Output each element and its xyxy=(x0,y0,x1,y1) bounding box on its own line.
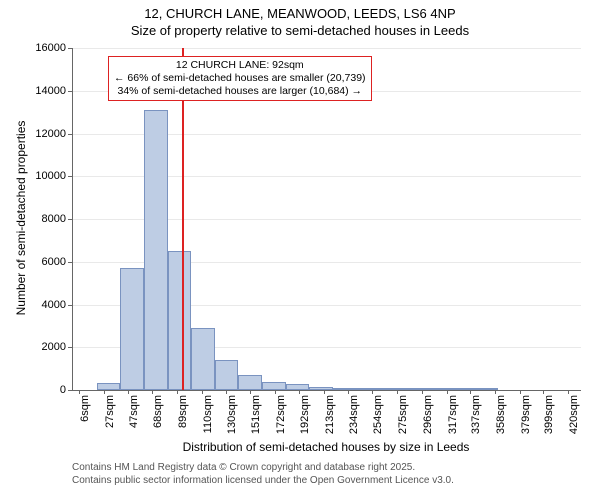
histogram-bar xyxy=(404,388,428,390)
x-tick-label: 110sqm xyxy=(202,395,214,445)
x-tick-label: 420sqm xyxy=(568,395,580,445)
x-tick-label: 172sqm xyxy=(275,395,287,445)
x-tick-mark xyxy=(397,390,398,394)
title-line-2: Size of property relative to semi-detach… xyxy=(0,23,600,40)
x-tick-label: 317sqm xyxy=(447,395,459,445)
footer-attribution: Contains HM Land Registry data © Crown c… xyxy=(72,462,454,487)
x-tick-label: 151sqm xyxy=(250,395,262,445)
chart-title: 12, CHURCH LANE, MEANWOOD, LEEDS, LS6 4N… xyxy=(0,0,600,40)
annotation-line-2: ← 66% of semi-detached houses are smalle… xyxy=(114,72,366,85)
footer-line-2: Contains public sector information licen… xyxy=(72,475,454,488)
x-axis-label: Distribution of semi-detached houses by … xyxy=(72,440,580,454)
histogram-bar xyxy=(215,360,239,390)
y-tick-label: 16000 xyxy=(16,42,66,54)
x-tick-mark xyxy=(447,390,448,394)
x-tick-mark xyxy=(470,390,471,394)
x-tick-mark xyxy=(299,390,300,394)
x-tick-label: 192sqm xyxy=(299,395,311,445)
x-tick-mark xyxy=(152,390,153,394)
histogram-bar xyxy=(286,384,310,390)
x-tick-mark xyxy=(202,390,203,394)
x-tick-mark xyxy=(226,390,227,394)
y-tick-label: 14000 xyxy=(16,85,66,97)
x-tick-label: 275sqm xyxy=(397,395,409,445)
histogram-bar xyxy=(262,382,286,390)
x-tick-mark xyxy=(250,390,251,394)
y-tick-label: 12000 xyxy=(16,128,66,140)
x-tick-mark xyxy=(275,390,276,394)
x-tick-mark xyxy=(177,390,178,394)
x-tick-mark xyxy=(568,390,569,394)
gridline xyxy=(73,48,581,49)
x-tick-mark xyxy=(104,390,105,394)
histogram-bar xyxy=(120,268,144,390)
x-tick-label: 6sqm xyxy=(79,395,91,445)
x-tick-mark xyxy=(422,390,423,394)
footer-line-1: Contains HM Land Registry data © Crown c… xyxy=(72,462,454,475)
histogram-bar xyxy=(144,110,168,390)
x-tick-label: 27sqm xyxy=(104,395,116,445)
x-tick-mark xyxy=(372,390,373,394)
x-tick-mark xyxy=(128,390,129,394)
x-tick-mark xyxy=(543,390,544,394)
histogram-bar xyxy=(380,388,404,390)
y-tick-label: 4000 xyxy=(16,299,66,311)
x-tick-mark xyxy=(495,390,496,394)
x-tick-mark xyxy=(79,390,80,394)
annotation-line-3: 34% of semi-detached houses are larger (… xyxy=(114,85,366,98)
x-tick-mark xyxy=(520,390,521,394)
x-tick-label: 213sqm xyxy=(324,395,336,445)
x-tick-label: 47sqm xyxy=(128,395,140,445)
x-tick-label: 89sqm xyxy=(177,395,189,445)
y-tick-label: 0 xyxy=(16,384,66,396)
y-tick-label: 6000 xyxy=(16,256,66,268)
histogram-bar xyxy=(333,388,357,390)
histogram-bar xyxy=(238,375,262,390)
histogram-bar xyxy=(309,387,333,390)
x-tick-label: 234sqm xyxy=(348,395,360,445)
histogram-bar xyxy=(357,388,381,390)
title-line-1: 12, CHURCH LANE, MEANWOOD, LEEDS, LS6 4N… xyxy=(0,6,600,23)
y-tick-label: 8000 xyxy=(16,213,66,225)
x-tick-label: 254sqm xyxy=(372,395,384,445)
x-tick-label: 296sqm xyxy=(422,395,434,445)
annotation-line-1: 12 CHURCH LANE: 92sqm xyxy=(114,59,366,72)
x-tick-label: 68sqm xyxy=(152,395,164,445)
x-tick-mark xyxy=(324,390,325,394)
histogram-bar xyxy=(97,383,121,390)
x-tick-label: 399sqm xyxy=(543,395,555,445)
x-tick-label: 130sqm xyxy=(226,395,238,445)
x-tick-label: 337sqm xyxy=(470,395,482,445)
histogram-bar xyxy=(191,328,215,390)
y-tick-label: 10000 xyxy=(16,170,66,182)
annotation-box: 12 CHURCH LANE: 92sqm ← 66% of semi-deta… xyxy=(108,56,372,101)
y-tick-label: 2000 xyxy=(16,341,66,353)
histogram-bar xyxy=(168,251,192,390)
chart-container: 12, CHURCH LANE, MEANWOOD, LEEDS, LS6 4N… xyxy=(0,0,600,500)
x-tick-label: 358sqm xyxy=(495,395,507,445)
x-tick-mark xyxy=(348,390,349,394)
x-tick-label: 379sqm xyxy=(520,395,532,445)
